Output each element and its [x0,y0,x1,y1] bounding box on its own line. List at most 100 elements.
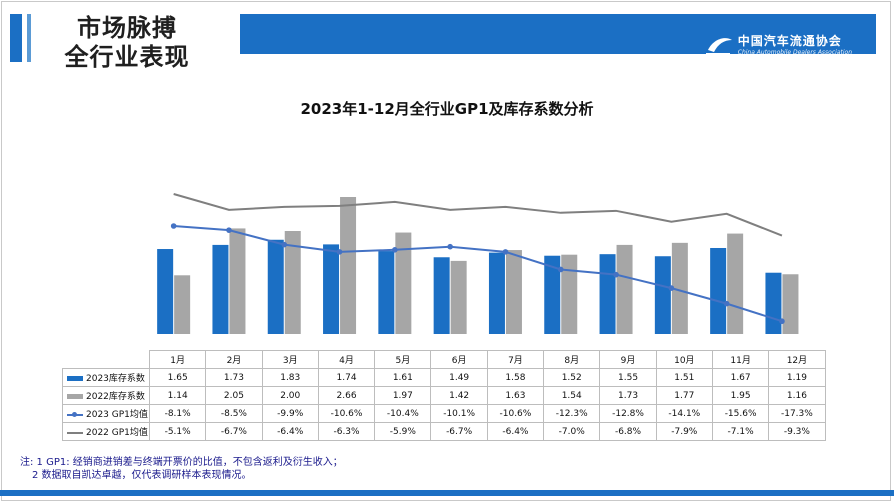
bar-2023-4 [323,244,340,334]
series-label: 2023 GP1均值 [62,404,150,423]
bar-2022-2 [229,228,246,334]
table-cell: 2.00 [261,386,319,405]
month-label: 4月 [317,350,376,369]
table-cell: 1.77 [655,386,713,405]
table-cell: -6.7% [430,422,488,441]
table-cell: 1.95 [711,386,770,405]
line-gp1-2023 [173,225,783,323]
bar-2022-11 [727,233,744,334]
bar-2023-10 [654,256,671,334]
series-name: 2022库存系数 [86,392,145,402]
month-label: 2月 [205,350,263,369]
accent-bar-thin [27,14,31,62]
table-cell: 1.83 [261,368,319,387]
legend-key-icon [67,411,83,417]
point-gp1-2023-12 [779,318,785,325]
point-gp1-2023-6 [447,243,453,250]
bar-2022-3 [284,231,301,334]
table-cell: 1.42 [430,386,488,405]
table-cell: 1.73 [599,386,657,405]
bar-2023-6 [433,257,450,334]
table-cell: -5.9% [374,422,432,441]
table-cell: 1.55 [599,368,657,387]
bar-2022-4 [340,197,357,334]
bar-2023-8 [544,255,561,334]
table-cell: -8.1% [148,404,207,423]
point-gp1-2023-10 [668,285,675,291]
series-label: 2023库存系数 [62,368,150,387]
month-label: 1月 [148,350,207,369]
footer-band [0,490,894,496]
table-cell: -6.4% [486,422,545,441]
legend-key-icon [67,431,83,434]
table-cell: -17.3% [768,404,826,423]
legend-key-icon [67,394,83,399]
logo-name-en: China Automobile Dealers Association [737,49,852,56]
month-label: 11月 [711,350,770,369]
month-label: 6月 [430,350,488,369]
table-cell: -15.6% [711,404,770,423]
table-header-row: 1月 2月 3月 4月 5月 6月 7月 8月 9月 10月 11月 12月 [63,350,826,369]
series-name: 2023 GP1均值 [86,410,148,420]
month-label: 10月 [655,350,713,369]
accent-bar [10,14,22,62]
association-logo: 中国汽车流通协会 China Automobile Dealers Associ… [705,32,852,56]
header-band: 中国汽车流通协会 China Automobile Dealers Associ… [240,14,876,56]
bar-2023-3 [267,239,284,334]
table-cell: -9.3% [768,422,826,441]
bar-2022-5 [395,232,412,334]
bar-2023-11 [710,247,727,334]
logo-icon [705,38,732,55]
slide-title: 市场脉搏 全行业表现 [42,14,212,74]
table-cell: 1.51 [655,368,713,387]
table-cell: -6.3% [317,422,376,441]
bar-2022-9 [616,244,633,334]
table-cell: -10.6% [486,404,545,423]
table-cell: 1.16 [768,386,826,405]
footnote-line1: 注: 1 GP1: 经销商进销差与终端开票价的比值，不包含返利及衍生收入； [20,457,343,468]
table-row: 2022库存系数 1.14 2.05 2.00 2.66 1.97 1.42 1.63 1.54… [62,386,826,405]
bar-2022-10 [671,242,688,334]
line-gp1-2022 [173,193,783,237]
table-cell: -6.7% [205,422,263,441]
table-corner [63,351,150,369]
table-row: 2023 GP1均值 -8.1% -8.5% -9.9% -10.6% -10.4% -10… [62,404,826,423]
bar-2022-8 [561,254,578,334]
bar-2023-12 [765,272,782,334]
point-gp1-2023-3 [281,241,288,248]
table-cell: -14.1% [655,404,713,423]
point-gp1-2023-11 [723,300,730,307]
table-cell: -7.9% [655,422,713,441]
table-row: 2022 GP1均值 -5.1% -6.7% -6.4% -6.3% -5.9% -6.7%… [62,422,826,441]
legend-key-icon [67,376,83,381]
data-table: 1月 2月 3月 4月 5月 6月 7月 8月 9月 10月 11月 12月 2023库存系数 1.65 1… [62,350,826,441]
bar-2023-1 [157,249,174,334]
table-cell: -8.5% [205,404,263,423]
bar-2022-7 [505,250,522,334]
table-cell: -5.1% [148,422,207,441]
bar-2023-5 [378,251,395,334]
bar-2022-1 [174,275,191,334]
table-cell: 1.58 [486,368,545,387]
bar-2022-12 [782,274,799,334]
logo-name-cn: 中国汽车流通协会 [737,34,842,48]
point-gp1-2023-4 [336,249,343,255]
table-cell: -10.1% [430,404,488,423]
table-cell: 1.14 [148,386,207,405]
point-gp1-2023-9 [613,271,619,278]
table-cell: 1.49 [430,368,488,387]
series-label: 2022库存系数 [62,386,150,405]
table-cell: 1.63 [486,386,545,405]
month-label: 3月 [261,350,319,369]
month-label: 12月 [768,350,826,369]
bar-2023-2 [212,244,229,334]
table-cell: 1.97 [374,386,432,405]
table-cell: -12.3% [543,404,601,423]
table-cell: 2.66 [317,386,376,405]
month-label: 7月 [486,350,545,369]
month-label: 8月 [543,350,601,369]
footnote: 注: 1 GP1: 经销商进销差与终端开票价的比值，不包含返利及衍生收入； 2 … [20,456,343,482]
table-cell: -12.8% [599,404,657,423]
slide-title-line1: 市场脉搏 [77,14,177,42]
month-label: 9月 [599,350,657,369]
